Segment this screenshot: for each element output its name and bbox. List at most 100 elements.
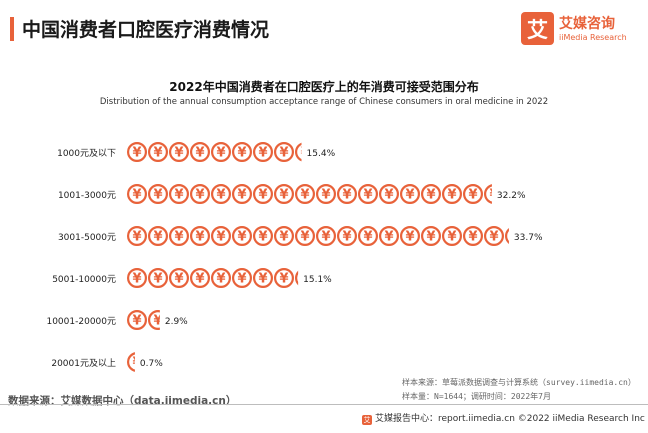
svg-text:¥: ¥ [132,272,141,287]
svg-text:¥: ¥ [384,188,393,203]
yuan-coin-icon: ¥ [253,184,274,205]
svg-text:¥: ¥ [363,188,372,203]
yuan-coin-icon: ¥ [484,226,505,247]
yuan-coin-icon: ¥ [148,142,169,163]
bar: ¥ ¥ [127,310,162,331]
yuan-coin-icon: ¥ [337,226,358,247]
svg-text:¥: ¥ [174,146,183,161]
logo-name-en: iiMedia Research [559,33,627,42]
svg-text:¥: ¥ [237,230,246,245]
yuan-coin-icon: ¥ [190,184,211,205]
svg-text:¥: ¥ [195,146,204,161]
yuan-coin-icon: ¥ [148,184,169,205]
yuan-coin-icon: ¥ [316,226,337,247]
yuan-coin-icon: ¥ [358,184,379,205]
value-label: 15.4% [307,149,336,159]
svg-text:¥: ¥ [132,188,141,203]
svg-text:¥: ¥ [216,230,225,245]
yuan-coin-icon: ¥ [274,268,295,289]
svg-text:¥: ¥ [237,188,246,203]
svg-text:¥: ¥ [174,230,183,245]
yuan-coin-icon: ¥ [379,184,400,205]
svg-text:¥: ¥ [405,188,414,203]
svg-text:¥: ¥ [300,146,309,161]
svg-text:¥: ¥ [132,230,141,245]
value-label: 32.2% [497,191,526,201]
svg-text:¥: ¥ [279,272,288,287]
sample-source-note: 样本来源：草莓派数据调查与计算系统（survey.iimedia.cn） [402,378,636,387]
iimedia-logo: 艾 艾媒咨询 iiMedia Research [521,10,641,50]
yuan-coin-icon: ¥ [400,184,421,205]
svg-text:¥: ¥ [195,188,204,203]
yuan-coin-icon: ¥ [148,310,162,330]
yuan-coin-icon: ¥ [232,268,253,289]
logo-mark-icon: 艾 [521,12,554,45]
value-label: 0.7% [140,359,163,369]
footer-divider [0,404,648,405]
svg-text:¥: ¥ [258,272,267,287]
yuan-coin-icon: ¥ [148,226,169,247]
category-label: 1000元及以下 [57,148,116,159]
svg-text:¥: ¥ [174,188,183,203]
yuan-coin-icon: ¥ [505,228,509,244]
svg-text:¥: ¥ [279,146,288,161]
svg-text:¥: ¥ [489,188,498,203]
report-center-icon: 艾 [362,415,372,425]
svg-text:¥: ¥ [447,230,456,245]
footer-report-center: 艾艾媒报告中心：report.iimedia.cn ©2022 iiMedia … [362,411,645,425]
yuan-coin-icon: ¥ [211,184,232,205]
data-source: 数据来源：艾媒数据中心（data.iimedia.cn） [8,395,237,407]
svg-text:¥: ¥ [321,230,330,245]
yuan-coin-icon: ¥ [337,184,358,205]
svg-text:¥: ¥ [237,272,246,287]
svg-text:¥: ¥ [195,272,204,287]
yuan-coin-icon: ¥ [127,268,148,289]
value-label: 2.9% [165,317,188,327]
yuan-coin-icon: ¥ [253,142,274,163]
yuan-coin-icon: ¥ [295,226,316,247]
yuan-coin-icon: ¥ [442,226,463,247]
yuan-coin-icon: ¥ [127,310,148,331]
svg-text:¥: ¥ [216,272,225,287]
svg-text:¥: ¥ [216,146,225,161]
svg-text:¥: ¥ [258,230,267,245]
bar: ¥ ¥ ¥ ¥ ¥ ¥ ¥ ¥ ¥ ¥ ¥ ¥ ¥ ¥ ¥ ¥ ¥ ¥ [127,184,498,205]
svg-text:¥: ¥ [279,188,288,203]
svg-text:¥: ¥ [447,188,456,203]
svg-text:¥: ¥ [405,230,414,245]
yuan-coin-icon: ¥ [190,268,211,289]
bar: ¥ [127,352,135,372]
yuan-coin-icon: ¥ [253,268,274,289]
svg-text:¥: ¥ [342,188,351,203]
header-accent-bar [10,17,14,41]
svg-text:¥: ¥ [132,314,141,329]
yuan-coin-icon: ¥ [484,184,498,204]
yuan-coin-icon: ¥ [127,226,148,247]
yuan-coin-icon: ¥ [463,226,484,247]
yuan-coin-icon: ¥ [316,184,337,205]
svg-text:¥: ¥ [279,230,288,245]
chart-title: 2022年中国消费者在口腔医疗上的年消费可接受范围分布 [169,80,479,94]
yuan-coin-icon: ¥ [421,184,442,205]
category-label: 5001-10000元 [52,275,116,285]
svg-text:¥: ¥ [153,314,162,329]
category-label: 3001-5000元 [58,233,116,243]
sample-size-note: 样本量：N=1644；调研时间：2022年7月 [402,392,551,401]
svg-text:¥: ¥ [258,146,267,161]
svg-text:¥: ¥ [300,230,309,245]
yuan-coin-icon: ¥ [358,226,379,247]
yuan-coin-icon: ¥ [127,142,148,163]
yuan-coin-icon: ¥ [169,268,190,289]
yuan-coin-icon: ¥ [295,184,316,205]
yuan-coin-icon: ¥ [232,184,253,205]
yuan-coin-icon: ¥ [211,142,232,163]
report-center-text: 艾媒报告中心：report.iimedia.cn ©2022 iiMedia R… [375,414,645,424]
yuan-coin-icon: ¥ [400,226,421,247]
svg-text:¥: ¥ [426,230,435,245]
logo-name-cn: 艾媒咨询 [559,16,615,32]
svg-text:¥: ¥ [153,146,162,161]
svg-text:¥: ¥ [216,188,225,203]
bar: ¥ ¥ ¥ ¥ ¥ ¥ ¥ ¥ ¥ ¥ ¥ ¥ ¥ ¥ ¥ ¥ ¥ ¥ ¥ [127,226,509,247]
svg-text:¥: ¥ [426,188,435,203]
